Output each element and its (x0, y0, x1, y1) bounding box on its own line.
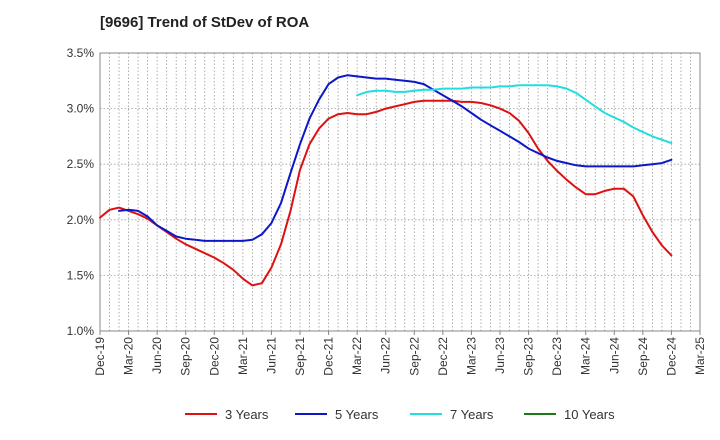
legend-label: 3 Years (225, 407, 269, 422)
series-line-3-years (99, 99, 673, 287)
x-tick-label: Sep-24 (636, 337, 650, 376)
x-tick-label: Sep-22 (407, 337, 421, 376)
x-tick-label: Jun-20 (150, 337, 164, 374)
y-tick-label: 1.5% (67, 268, 95, 282)
plot-area (100, 53, 700, 331)
x-tick-label: Mar-23 (464, 337, 478, 375)
y-tick-label: 1.0% (67, 324, 95, 338)
x-tick-label: Sep-20 (179, 337, 193, 376)
series-line-5-years (118, 74, 673, 242)
x-tick-label: Sep-21 (293, 337, 307, 376)
x-tick-label: Jun-22 (379, 337, 393, 374)
x-tick-label: Jun-21 (264, 337, 278, 374)
y-tick-label: 3.0% (67, 102, 95, 116)
y-tick-label: 3.5% (67, 46, 95, 60)
x-tick-label: Mar-24 (579, 337, 593, 375)
legend-label: 10 Years (564, 407, 615, 422)
series-line-7-years (356, 84, 673, 145)
x-tick-label: Dec-22 (436, 337, 450, 376)
x-tick-label: Dec-19 (93, 337, 107, 376)
chart-title: [9696] Trend of StDev of ROA (100, 14, 310, 31)
x-tick-label: Jun-24 (607, 337, 621, 374)
x-tick-label: Mar-21 (236, 337, 250, 375)
x-tick-label: Sep-23 (522, 337, 536, 376)
x-tick-label: Dec-24 (664, 337, 678, 376)
x-tick-label: Mar-25 (693, 337, 707, 375)
x-tick-label: Dec-20 (207, 337, 221, 376)
legend-label: 5 Years (335, 407, 379, 422)
x-tick-label: Dec-21 (322, 337, 336, 376)
plot-frame (99, 52, 701, 332)
x-tick-label: Mar-20 (122, 337, 136, 375)
x-tick-label: Jun-23 (493, 337, 507, 374)
x-tick-label: Mar-22 (350, 337, 364, 375)
legend-label: 7 Years (450, 407, 494, 422)
y-tick-label: 2.0% (67, 213, 95, 227)
y-tick-label: 2.5% (67, 157, 95, 171)
x-tick-label: Dec-23 (550, 337, 564, 376)
